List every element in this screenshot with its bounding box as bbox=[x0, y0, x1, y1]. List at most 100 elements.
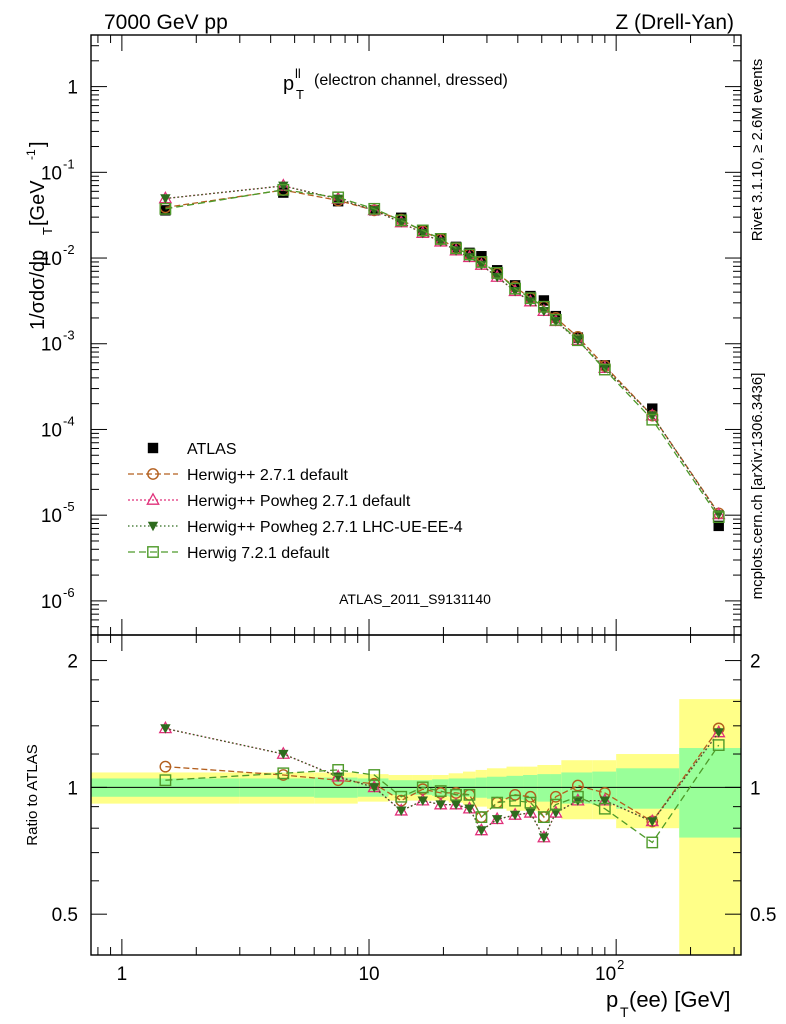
data-point-h271 bbox=[571, 779, 584, 792]
legend-label: ATLAS bbox=[187, 441, 237, 458]
header-right: Z (Drell-Yan) bbox=[615, 11, 734, 34]
ratio-y-tick-label-right: 0.5 bbox=[750, 905, 776, 926]
legend-label: Herwig++ Powheg 2.7.1 default bbox=[187, 493, 411, 510]
data-point-hpwue bbox=[538, 833, 550, 843]
xlabel-b: (ee) [GeV] bbox=[629, 987, 730, 1012]
data-point-h271 bbox=[549, 790, 562, 803]
data-point-h721 bbox=[646, 836, 659, 849]
data-point-h721 bbox=[368, 202, 381, 215]
series-line-h721 bbox=[165, 189, 720, 518]
data-point-h721 bbox=[712, 739, 725, 751]
ylabel-b: [GeV bbox=[27, 180, 49, 226]
data-point-h721 bbox=[416, 781, 429, 794]
data-point-atlas bbox=[538, 295, 550, 306]
ylabel-a: 1/σdσ/dp bbox=[27, 250, 49, 330]
data-point-h721 bbox=[537, 811, 550, 824]
data-point-h721 bbox=[491, 796, 504, 809]
main-title: p ll T (electron channel, dressed) bbox=[283, 66, 508, 102]
ratio-plot-area bbox=[91, 699, 741, 955]
data-point-h721 bbox=[332, 764, 345, 776]
series-line-h721 bbox=[165, 744, 720, 844]
legend-entry-h721: Herwig 7.2.1 default bbox=[128, 545, 330, 562]
data-point-h271 bbox=[159, 760, 172, 773]
data-point-h721 bbox=[434, 233, 447, 245]
legend-entry-hpw: Herwig++ Powheg 2.7.1 default bbox=[128, 492, 411, 510]
data-point-hpwue bbox=[396, 806, 407, 816]
data-point-h721 bbox=[491, 267, 504, 279]
data-point-h721 bbox=[571, 334, 584, 347]
x-tick-label-exponent: 2 bbox=[617, 957, 624, 972]
data-point-hpwue bbox=[396, 218, 407, 228]
data-point-h721 bbox=[475, 811, 488, 824]
y-tick-label: 10 bbox=[41, 506, 62, 527]
data-point-h721 bbox=[524, 796, 537, 809]
ratio-y-tick-label: 0.5 bbox=[52, 905, 78, 926]
series-h721 bbox=[159, 739, 725, 849]
data-point-h721 bbox=[416, 224, 429, 237]
y-tick-label-exponent: -5 bbox=[63, 499, 75, 514]
y-tick-label-exponent: -6 bbox=[63, 585, 75, 600]
data-point-h721 bbox=[395, 214, 408, 227]
legend-marker bbox=[147, 442, 159, 454]
data-point-hpwue bbox=[450, 800, 462, 810]
data-point-hpwue bbox=[435, 800, 446, 810]
y-tick-label: 10 bbox=[41, 420, 62, 441]
ratio-y-tick-label-right: 1 bbox=[750, 778, 761, 799]
legend-entry-h271: Herwig++ 2.7.1 default bbox=[128, 467, 349, 484]
data-point-hpwue bbox=[464, 804, 475, 814]
data-point-atlas bbox=[160, 205, 171, 216]
data-point-hpwue bbox=[369, 783, 380, 793]
data-point-hpwue bbox=[160, 194, 171, 204]
x-tick-label: 10 bbox=[595, 964, 616, 985]
data-point-h721 bbox=[332, 191, 345, 204]
data-point-h721 bbox=[434, 785, 447, 797]
data-point-hpwue bbox=[417, 796, 428, 806]
data-point-hpwue bbox=[160, 724, 171, 734]
series-h721 bbox=[159, 183, 725, 523]
y-tick-label-exponent: -2 bbox=[63, 242, 75, 257]
title-rest: (electron channel, dressed) bbox=[314, 72, 508, 89]
data-point-hpwue bbox=[332, 194, 344, 205]
data-point-h721 bbox=[395, 790, 408, 803]
series-hpwue bbox=[160, 724, 724, 843]
data-point-hpwue bbox=[550, 808, 562, 819]
data-point-h721 bbox=[509, 282, 521, 295]
legend-marker bbox=[147, 546, 159, 558]
data-point-h721 bbox=[450, 242, 462, 255]
legend-entry-atlas: ATLAS bbox=[147, 441, 237, 458]
data-point-h721 bbox=[598, 363, 611, 376]
data-point-h721 bbox=[277, 767, 290, 780]
legend-label: Herwig 7.2.1 default bbox=[187, 545, 330, 562]
data-point-h721 bbox=[549, 313, 562, 326]
legend-marker bbox=[146, 492, 160, 505]
data-point-h721 bbox=[598, 802, 611, 815]
data-point-h721 bbox=[712, 511, 725, 523]
legend-label: Herwig++ Powheg 2.7.1 LHC-UE-EE-4 bbox=[187, 519, 463, 536]
legend-marker bbox=[147, 468, 159, 480]
mcplots-label: mcplots.cern.ch [arXiv:1306.3436] bbox=[749, 373, 766, 600]
data-point-hpwue bbox=[599, 363, 611, 374]
data-point-hpwue bbox=[599, 796, 611, 806]
y-tick-label: 10 bbox=[41, 163, 62, 184]
legend: ATLAS Herwig++ 2.7.1 default Herwig++ Powh… bbox=[128, 441, 463, 562]
data-point-hpwue bbox=[647, 817, 658, 827]
ratio-y-label: Ratio to ATLAS bbox=[24, 744, 41, 845]
x-tick-label: 10 bbox=[358, 964, 379, 985]
title-sup: ll bbox=[295, 66, 301, 81]
ratio-inner-band bbox=[679, 748, 741, 838]
data-point-h721 bbox=[159, 202, 172, 215]
data-point-hpwue bbox=[647, 411, 658, 421]
data-point-hpwue bbox=[476, 826, 487, 836]
y-tick-label-exponent: -1 bbox=[63, 156, 75, 171]
data-point-h721 bbox=[463, 788, 476, 801]
xlabel-sub: T bbox=[620, 1004, 629, 1020]
rivet-version-label: Rivet 3.1.10, ≥ 2.6M events bbox=[749, 59, 766, 242]
ratio-y-tick-label-right: 2 bbox=[750, 652, 761, 673]
xlabel-a: p bbox=[606, 987, 618, 1012]
data-point-h721 bbox=[571, 790, 584, 803]
ratio-y-tick-label: 1 bbox=[67, 778, 78, 799]
data-point-hpwue bbox=[450, 246, 462, 256]
data-point-h721 bbox=[450, 788, 462, 801]
data-point-hpwue bbox=[525, 808, 536, 819]
